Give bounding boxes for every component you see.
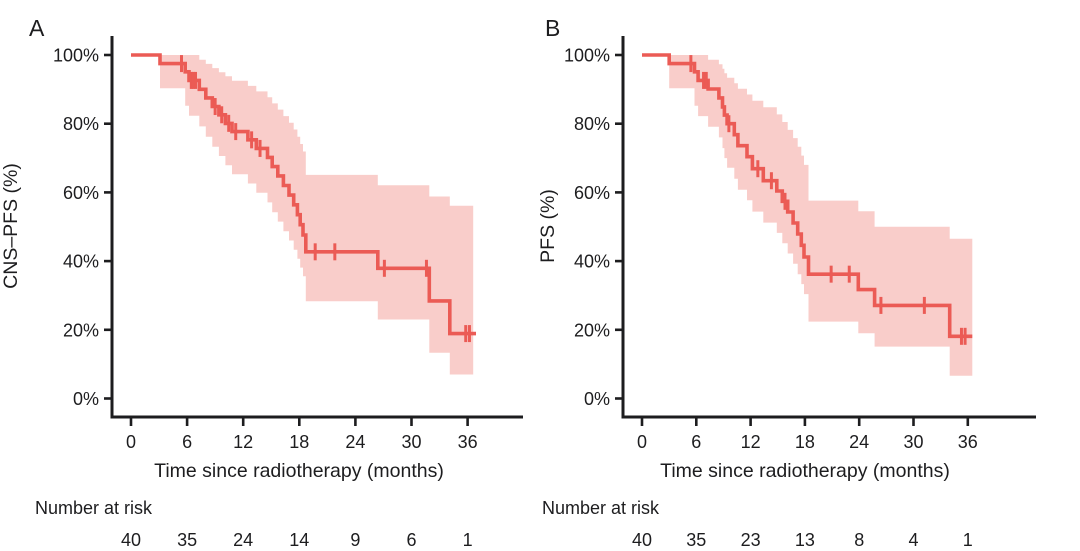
- x-tick-label: 12: [741, 432, 761, 452]
- panel-b-number-at-risk-label: Number at risk: [542, 498, 660, 518]
- x-tick-label: 30: [401, 432, 421, 452]
- number-at-risk-value: 24: [233, 530, 253, 550]
- number-at-risk-value: 9: [350, 530, 360, 550]
- panel-b-label: B: [545, 15, 560, 41]
- x-tick-label: 36: [958, 432, 978, 452]
- panel-a-number-at-risk-label: Number at risk: [35, 498, 153, 518]
- panel-b-pfs-chart: 0% 20% 40% 60% 80% 100% 0 6 12 18 24 30 36 40 35 23 13 8 4…: [540, 15, 1036, 550]
- x-tick-label: 6: [182, 432, 192, 452]
- x-tick-label: 0: [637, 432, 647, 452]
- x-tick-label: 6: [691, 432, 701, 452]
- x-tick-label: 30: [903, 432, 923, 452]
- number-at-risk-value: 23: [741, 530, 761, 550]
- x-tick-label: 0: [126, 432, 136, 452]
- panel-b-plot-area: 0% 20% 40% 60% 80% 100% 0 6 12 18 24 30 36 40 35 23 13 8 4…: [564, 36, 1036, 550]
- y-tick-label: 40%: [574, 252, 610, 272]
- number-at-risk-value: 1: [963, 530, 973, 550]
- y-tick-label: 0%: [73, 389, 99, 409]
- y-tick-label: 60%: [574, 183, 610, 203]
- x-tick-label: 12: [233, 432, 253, 452]
- confidence-band: [160, 55, 474, 375]
- number-at-risk-value: 40: [632, 530, 652, 550]
- number-at-risk-value: 35: [177, 530, 197, 550]
- x-tick-label: 24: [345, 432, 365, 452]
- km-curve: [131, 53, 476, 336]
- panel-a-label: A: [29, 15, 45, 41]
- y-tick-label: 20%: [63, 320, 99, 340]
- number-at-risk-value: 40: [121, 530, 141, 550]
- y-tick-label: 80%: [63, 114, 99, 134]
- confidence-band: [669, 55, 973, 376]
- panel-a-plot-area: 0% 20% 40% 60% 80% 100% 0 6 12 18 24 30 36 40 35 24 14 9 6…: [53, 36, 523, 550]
- number-at-risk-value: 35: [686, 530, 706, 550]
- x-tick-label: 18: [795, 432, 815, 452]
- y-tick-label: 60%: [63, 183, 99, 203]
- number-at-risk-value: 8: [854, 530, 864, 550]
- y-tick-label: 20%: [574, 320, 610, 340]
- panel-a-y-axis-title: CNS–PFS (%): [0, 163, 22, 289]
- x-tick-label: 18: [289, 432, 309, 452]
- panel-a-cns-pfs-chart: 0% 20% 40% 60% 80% 100% 0 6 12 18 24 30 36 40 35 24 14 9 6…: [0, 15, 523, 550]
- number-at-risk-value: 6: [406, 530, 416, 550]
- number-at-risk-value: 1: [463, 530, 473, 550]
- panel-b-y-axis-title: PFS (%): [540, 189, 559, 263]
- y-tick-label: 100%: [564, 46, 610, 66]
- panel-a-x-axis-title: Time since radiotherapy (months): [154, 460, 444, 482]
- y-tick-label: 80%: [574, 114, 610, 134]
- x-tick-label: 24: [849, 432, 869, 452]
- x-tick-label: 36: [458, 432, 478, 452]
- number-at-risk-value: 4: [908, 530, 918, 550]
- y-tick-label: 100%: [53, 46, 99, 66]
- y-tick-label: 0%: [584, 389, 610, 409]
- y-tick-label: 40%: [63, 252, 99, 272]
- number-at-risk-value: 13: [795, 530, 815, 550]
- number-at-risk-value: 14: [289, 530, 309, 550]
- panel-b-x-axis-title: Time since radiotherapy (months): [660, 460, 950, 482]
